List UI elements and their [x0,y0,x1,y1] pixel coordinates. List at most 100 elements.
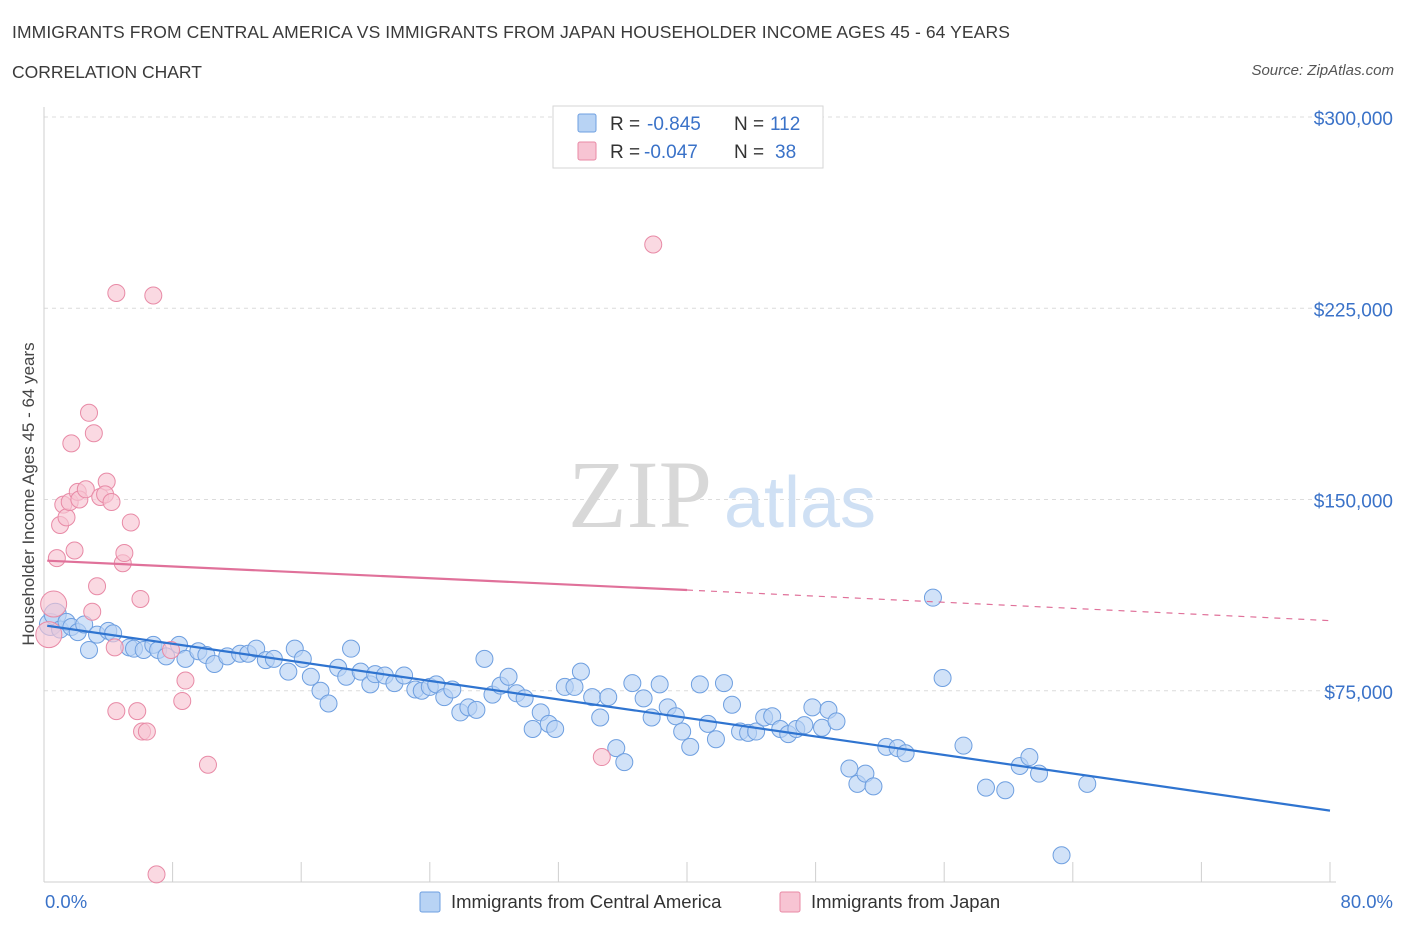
point-japan [47,549,66,568]
watermark: ZIP atlas [568,441,876,548]
point-central-america [996,781,1015,800]
trend-lines [47,559,1331,812]
data-points [35,235,1097,884]
series-legend-label-central-america: Immigrants from Central America [451,891,722,912]
watermark-atlas: atlas [724,463,876,543]
legend-n-value-2: 38 [775,142,796,163]
series-legend-swatch-japan [779,891,801,913]
x-tick-label: 80.0% [1341,891,1393,912]
point-central-america [795,716,814,735]
point-japan [84,424,103,443]
point-japan [137,722,156,741]
point-japan [131,589,150,608]
point-central-america [571,662,590,681]
point-japan [592,748,611,767]
point-central-america [923,588,942,607]
point-japan [57,508,76,527]
point-central-america [706,730,725,749]
point-japan [121,513,140,532]
point-central-america [933,669,952,687]
point-central-america [690,675,709,694]
point-central-america [803,698,822,717]
trend-line-central-america [47,624,1331,812]
chart-title: IMMIGRANTS FROM CENTRAL AMERICA VS IMMIG… [12,22,1010,42]
point-central-america [673,722,692,741]
point-central-america [1078,774,1097,793]
point-japan [644,235,663,254]
point-japan [128,702,147,721]
point-central-america [1020,748,1039,767]
legend-r-value-2: -0.047 [644,142,698,163]
trend-line-japan-extension [686,589,1331,622]
tick-labels: $75,000 $150,000 $225,000 $300,000 0.0% 80.0% [45,109,1393,912]
series-legend-swatch-central-america [419,891,441,913]
x-tick-label: 0.0% [45,891,87,912]
point-central-america [1052,846,1071,865]
point-central-america [546,720,565,738]
legend-swatch-central-america [577,113,597,133]
watermark-zip: ZIP [568,441,712,548]
chart-subtitle: CORRELATION CHART [12,62,202,82]
axes [43,107,1336,883]
y-tick-label: $75,000 [1324,683,1393,704]
point-central-america [896,744,915,763]
point-central-america [623,674,642,693]
point-central-america [247,639,266,658]
point-central-america [864,777,883,796]
y-tick-label: $225,000 [1314,300,1393,321]
point-central-america [565,677,584,696]
point-japan [198,755,217,774]
legend-box [552,105,824,169]
grid-lines [44,116,1336,692]
point-central-america [599,688,618,707]
point-central-america [827,712,846,731]
y-axis-label: Householder Income Ages 45 - 64 years [19,342,38,645]
point-japan [161,640,180,659]
point-japan [62,434,81,453]
point-central-america [763,707,782,726]
point-central-america [342,639,361,658]
point-central-america [499,667,518,686]
point-japan [105,638,124,657]
point-japan [115,544,134,563]
point-central-america [976,778,995,797]
legend-n-label-1: N = [734,114,764,135]
point-central-america [723,695,742,714]
point-central-america [591,708,610,727]
point-japan [144,286,163,305]
point-central-america [607,739,626,758]
legend-swatch-japan [577,141,597,161]
point-japan [176,671,195,690]
point-japan [147,865,166,884]
y-tick-label: $300,000 [1314,109,1393,130]
legend-r-label-1: R = [610,114,640,135]
point-japan [173,691,192,710]
point-central-america [840,759,859,778]
point-central-america [293,649,312,668]
point-central-america [681,737,700,756]
series-legend-label-japan: Immigrants from Japan [811,891,1000,912]
point-japan [88,577,107,596]
point-central-america [650,675,669,694]
point-central-america [475,649,494,668]
point-central-america [615,753,634,772]
point-central-america [515,689,534,708]
point-central-america [523,720,542,738]
series-legend: Immigrants from Central America Immigran… [419,891,1000,913]
point-central-america [634,689,653,708]
legend-n-label-2: N = [734,142,764,163]
point-central-america [714,674,733,693]
point-japan [107,702,126,721]
point-japan [107,283,126,302]
point-central-america [954,736,973,755]
legend-r-label-2: R = [610,142,640,163]
point-central-america [467,700,486,719]
stats-legend: R = -0.845 N = 112 R = -0.047 N = 38 [552,105,824,169]
point-japan [76,480,95,499]
point-central-america [698,714,717,733]
point-central-america [301,667,320,686]
point-central-america [75,615,94,634]
y-tick-label: $150,000 [1314,492,1393,513]
trend-line-japan [47,559,688,592]
